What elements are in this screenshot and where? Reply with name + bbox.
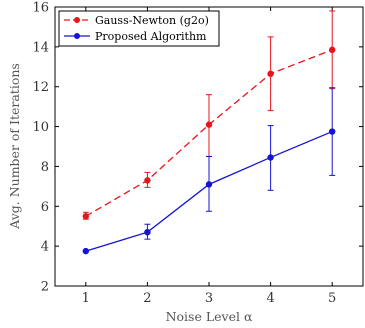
data-point <box>329 128 336 135</box>
x-tick-label: 2 <box>143 291 151 306</box>
y-tick-label: 16 <box>32 1 49 16</box>
data-point <box>329 46 336 54</box>
legend-label: Proposed Algorithm <box>95 30 207 43</box>
data-point <box>205 181 213 188</box>
data-point <box>82 213 90 220</box>
data-point <box>267 154 274 161</box>
y-tick-label: 10 <box>32 120 49 135</box>
data-point <box>144 177 151 184</box>
x-tick-label: 3 <box>205 291 213 306</box>
y-tick-label: 8 <box>41 160 49 175</box>
data-point <box>144 228 151 236</box>
y-tick-label: 6 <box>41 200 49 215</box>
legend-box <box>58 10 220 47</box>
x-tick-label: 5 <box>328 291 336 306</box>
y-tick-label: 2 <box>41 280 49 295</box>
x-tick-label: 1 <box>82 291 90 306</box>
series-layer <box>82 10 336 255</box>
data-point <box>82 247 90 255</box>
data-point <box>267 70 274 77</box>
y-tick-label: 14 <box>32 40 49 55</box>
series-1 <box>82 10 336 220</box>
legend-swatch-marker <box>74 17 80 23</box>
y-axis-label: Avg. Number of Iterations <box>7 63 22 230</box>
legend-swatch-marker <box>74 33 80 39</box>
x-tick-label: 4 <box>266 291 274 306</box>
x-axis-label: Noise Level α <box>166 309 253 324</box>
legend: Gauss-Newton (g2o) Proposed Algorithm <box>58 10 220 47</box>
y-tick-label: 4 <box>41 240 49 255</box>
data-point <box>205 121 213 128</box>
y-axis: 2 4 6 8 10 12 14 16 <box>32 1 363 295</box>
series-2 <box>82 87 336 255</box>
x-axis: 1 2 3 4 5 <box>82 7 336 306</box>
legend-label: Gauss-Newton (g2o) <box>95 14 209 27</box>
y-tick-label: 12 <box>32 80 49 95</box>
